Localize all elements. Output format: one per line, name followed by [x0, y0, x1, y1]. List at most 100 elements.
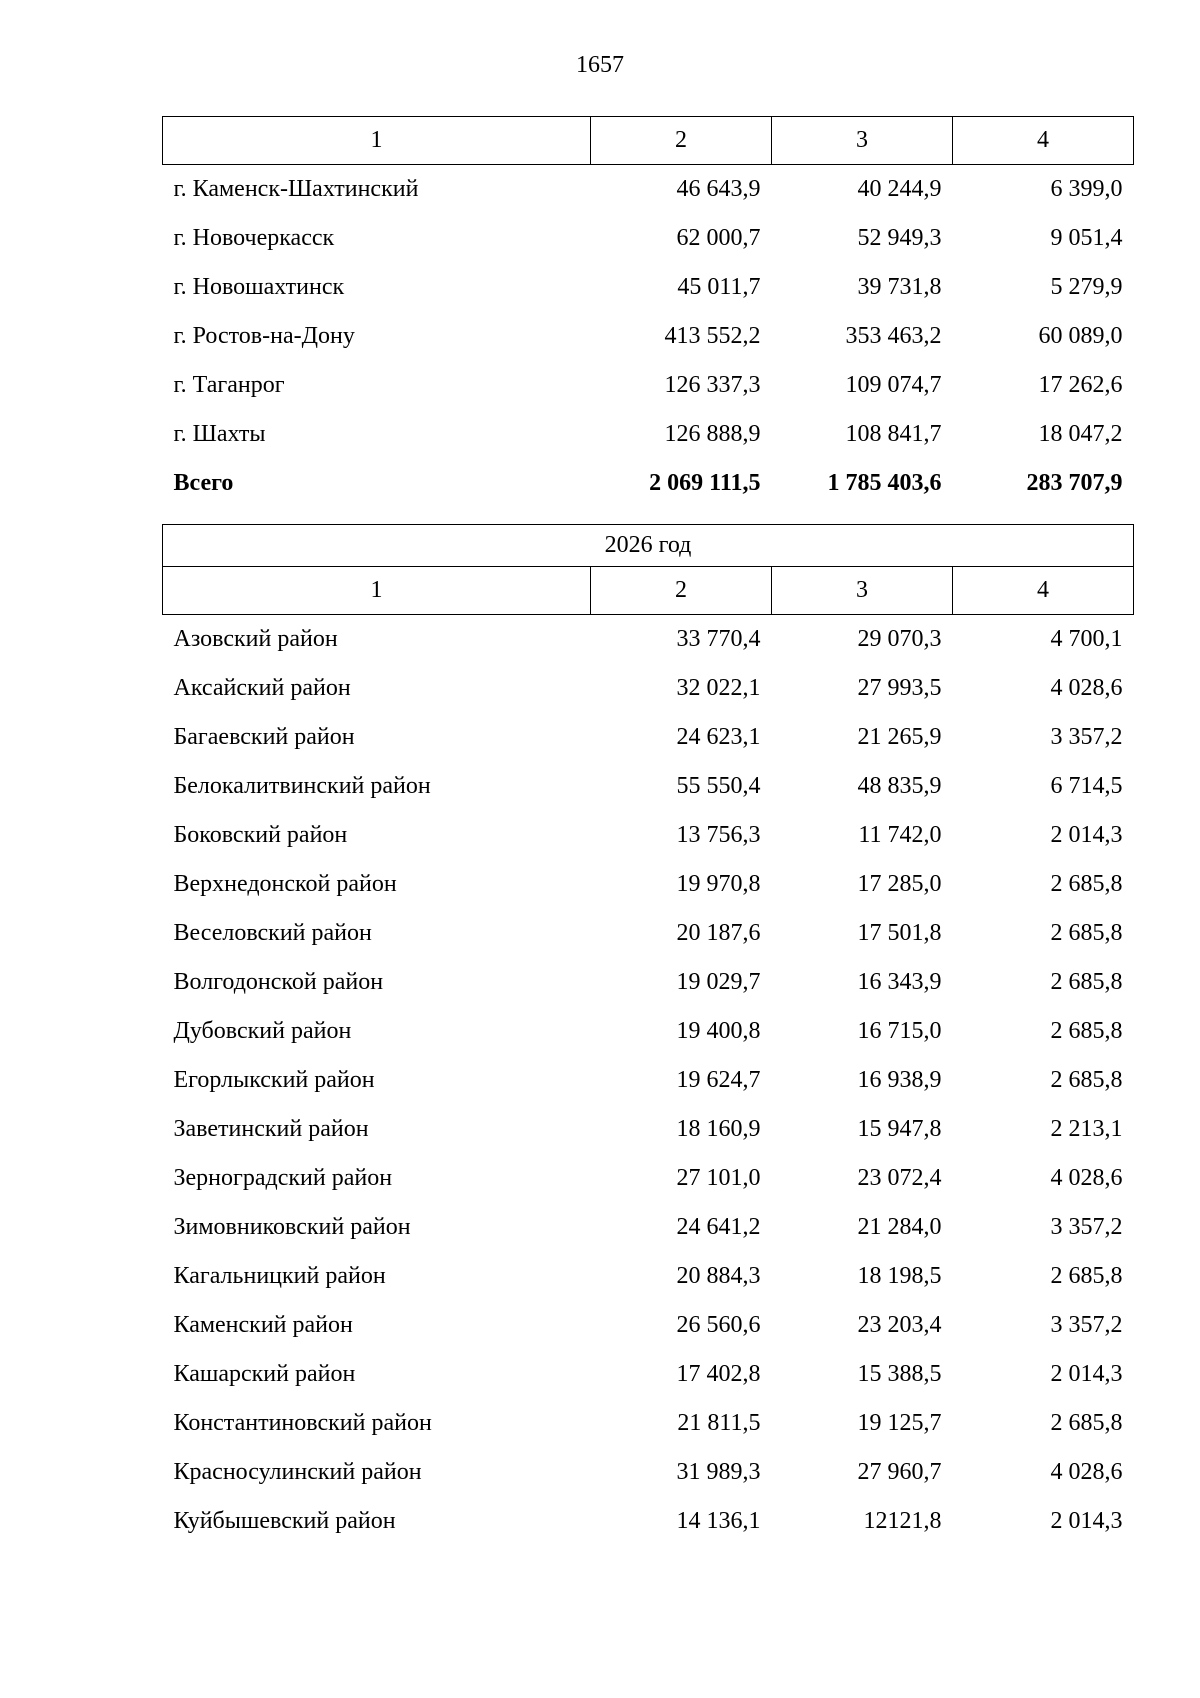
value-cell-col3: 19 125,7: [857, 1410, 942, 1436]
value-cell-col2: 55 550,4: [676, 773, 761, 799]
value-cell-col2: 126 888,9: [664, 421, 761, 447]
table-row: Боковский район 13 756,3 11 742,0 2 014,3: [163, 811, 1134, 860]
value-cell-col2: 31 989,3: [676, 1459, 761, 1485]
row-name-cell: г. Шахты: [173, 421, 266, 447]
row-name-cell: Егорлыкский район: [173, 1067, 375, 1093]
value-cell-col4: 5 279,9: [1050, 274, 1123, 300]
value-cell-col4: 4 700,1: [1050, 626, 1123, 652]
value-cell-col2: 32 022,1: [676, 675, 761, 701]
row-name-cell: Кагальницкий район: [173, 1263, 386, 1289]
row-name-cell: г. Ростов-на-Дону: [173, 323, 355, 349]
value-cell-col4: 2 685,8: [1050, 1410, 1123, 1436]
value-cell-col4: 3 357,2: [1050, 724, 1123, 750]
value-cell-col2: 413 552,2: [664, 323, 761, 349]
value-cell-col4: 18 047,2: [1038, 421, 1123, 447]
value-cell-col2: 24 623,1: [676, 724, 761, 750]
value-cell-col2: 19 400,8: [676, 1018, 761, 1044]
value-cell-col4: 2 685,8: [1050, 1018, 1123, 1044]
value-cell-col3: 109 074,7: [845, 372, 942, 398]
table-row: г. Каменск-Шахтинский 46 643,9 40 244,9 6 3…: [163, 165, 1134, 215]
value-cell-col2: 19 624,7: [676, 1067, 761, 1093]
table-row: Багаевский район 24 623,1 21 265,9 3 357,2: [163, 713, 1134, 762]
table-row: г. Новошахтинск 45 011,7 39 731,8 5 279,9: [163, 263, 1134, 312]
page-number: 1657: [576, 52, 624, 78]
value-cell-col3: 17 285,0: [857, 871, 942, 897]
value-cell-col2: 126 337,3: [664, 372, 761, 398]
table-row: Зимовниковский район 24 641,2 21 284,0 3 35…: [163, 1203, 1134, 1252]
value-cell-col2: 14 136,1: [676, 1508, 761, 1534]
column-header-1: 1: [162, 566, 591, 615]
value-cell-col4: 2 213,1: [1050, 1116, 1123, 1142]
value-cell-col3: 16 715,0: [857, 1018, 942, 1044]
value-cell-col3: 18 198,5: [857, 1263, 942, 1289]
column-header-3: 3: [771, 566, 953, 615]
value-cell-col2: 46 643,9: [676, 176, 761, 202]
row-name-cell: Зимовниковский район: [173, 1214, 411, 1240]
table-row: Веселовский район 20 187,6 17 501,8 2 685,8: [163, 909, 1134, 958]
table-row: Белокалитвинский район 55 550,4 48 835,9 6 …: [163, 762, 1134, 811]
row-name-cell: Куйбышевский район: [173, 1508, 396, 1534]
row-name-cell: Азовский район: [173, 626, 338, 652]
table-row: Куйбышевский район 14 136,1 12121,8 2 014,3: [163, 1497, 1134, 1546]
row-name-cell: Боковский район: [173, 822, 348, 848]
value-cell-col3: 11 742,0: [858, 822, 942, 848]
allocation-table-continued: 1 2 3 4 г. Каменск-Шахтинский 46 643,9 40 …: [162, 116, 1134, 508]
row-name-cell: Константиновский район: [173, 1410, 432, 1436]
value-cell-col3: 27 960,7: [857, 1459, 942, 1485]
value-cell-col4: 6 714,5: [1050, 773, 1123, 799]
value-cell-col2: 62 000,7: [676, 225, 761, 251]
value-cell-col3: 16 938,9: [857, 1067, 942, 1093]
column-header-1: 1: [162, 116, 591, 165]
value-cell-col4: 2 685,8: [1050, 1263, 1123, 1289]
value-cell-col2: 19 029,7: [676, 969, 761, 995]
total-cell-col2: 2 069 111,5: [649, 470, 761, 496]
table-row: Каменский район 26 560,6 23 203,4 3 357,2: [163, 1301, 1134, 1350]
row-name-cell: Аксайский район: [173, 675, 351, 701]
column-header-4: 4: [951, 566, 1135, 615]
row-name-cell: Волгодонской район: [173, 969, 384, 995]
value-cell-col2: 45 011,7: [677, 274, 761, 300]
row-name-cell: Зерноградский район: [173, 1165, 393, 1191]
value-cell-col4: 4 028,6: [1050, 1165, 1123, 1191]
row-name-cell: Верхнедонской район: [173, 871, 397, 897]
column-header-2: 2: [590, 566, 772, 615]
value-cell-col2: 18 160,9: [676, 1116, 761, 1142]
table-row: Константиновский район 21 811,5 19 125,7 2 …: [163, 1399, 1134, 1448]
value-cell-col3: 23 072,4: [857, 1165, 942, 1191]
value-cell-col2: 26 560,6: [676, 1312, 761, 1338]
row-name-cell: г. Новошахтинск: [173, 274, 345, 300]
value-cell-col3: 12121,8: [863, 1508, 942, 1534]
value-cell-col4: 4 028,6: [1050, 675, 1123, 701]
row-name-cell: Багаевский район: [173, 724, 355, 750]
total-row: Всего 2 069 111,5 1 785 403,6 283 707,9: [163, 459, 1134, 508]
row-name-cell: Заветинский район: [173, 1116, 369, 1142]
value-cell-col3: 48 835,9: [857, 773, 942, 799]
value-cell-col4: 17 262,6: [1038, 372, 1123, 398]
table-row: Кашарский район 17 402,8 15 388,5 2 014,3: [163, 1350, 1134, 1399]
value-cell-col2: 20 884,3: [676, 1263, 761, 1289]
value-cell-col3: 353 463,2: [845, 323, 942, 349]
table-row: Красносулинский район 31 989,3 27 960,7 4 0…: [163, 1448, 1134, 1497]
value-cell-col2: 17 402,8: [676, 1361, 761, 1387]
value-cell-col3: 40 244,9: [857, 176, 942, 202]
table-row: Азовский район 33 770,4 29 070,3 4 700,1: [163, 615, 1134, 665]
value-cell-col4: 2 685,8: [1050, 1067, 1123, 1093]
column-header-4: 4: [952, 116, 1134, 165]
table-row: Егорлыкский район 19 624,7 16 938,9 2 685,8: [163, 1056, 1134, 1105]
value-cell-col2: 19 970,8: [676, 871, 761, 897]
table-row: Аксайский район 32 022,1 27 993,5 4 028,6: [163, 664, 1134, 713]
year-header: 2026 год: [161, 524, 1135, 567]
value-cell-col4: 2 685,8: [1050, 969, 1123, 995]
value-cell-col3: 17 501,8: [857, 920, 942, 946]
table-row: г. Таганрог 126 337,3 109 074,7 17 262,6: [163, 361, 1134, 410]
value-cell-col3: 15 947,8: [857, 1116, 942, 1142]
table-row: Дубовский район 19 400,8 16 715,0 2 685,8: [163, 1007, 1134, 1056]
value-cell-col4: 2 014,3: [1050, 822, 1123, 848]
value-cell-col2: 13 756,3: [676, 822, 761, 848]
row-name-cell: г. Каменск-Шахтинский: [173, 176, 419, 202]
column-number-header-row: 1 2 3 4: [162, 116, 1134, 165]
row-name-cell: г. Новочеркасск: [173, 225, 335, 251]
value-cell-col2: 33 770,4: [676, 626, 761, 652]
table-body: Азовский район 33 770,4 29 070,3 4 700,1 Акс…: [163, 615, 1134, 1547]
value-cell-col2: 20 187,6: [676, 920, 761, 946]
